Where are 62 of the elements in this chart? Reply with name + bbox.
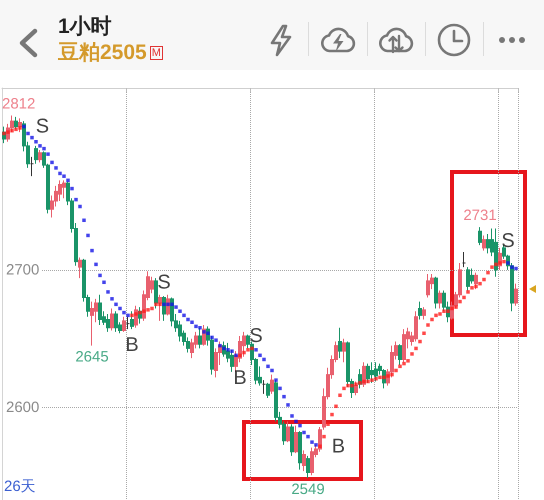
candlestick [114,310,118,332]
candlestick [370,362,374,384]
candlestick [298,430,302,470]
text: 2731 [463,207,497,224]
candlestick [262,380,266,394]
candlestick [78,256,82,279]
candlestick [266,382,270,399]
candlestick [366,363,370,384]
y-tick-label: 2600 [6,399,40,416]
candlestick [438,290,442,309]
candlestick [434,276,438,309]
data-label: S [501,230,515,252]
candlestick [478,226,482,246]
candlestick [418,301,422,320]
candlestick [198,327,202,349]
candlestick [310,447,314,476]
candlestick [98,294,102,326]
text: 2645 [75,348,109,366]
candlestick [302,450,306,472]
data-label: B [233,366,247,389]
candlestick [14,116,18,130]
candlestick [270,374,274,394]
text: 2812 [2,96,36,113]
candlestick [122,316,126,332]
candlestick [354,381,358,396]
candlestick [30,156,34,177]
candlestick [374,362,378,382]
candlestick [158,294,162,322]
candlestick [294,425,298,454]
candlestick [514,283,518,306]
candlestick [130,310,134,330]
candlestick [422,306,426,320]
text: 2549 [291,480,325,498]
candlestick [110,308,114,332]
candlestick [38,150,42,163]
data-label: S [249,325,263,348]
chart-subtitle: 豆粕2505 [58,40,147,66]
candlestick [338,327,342,359]
candlestick [290,424,294,456]
data-label: S [157,271,171,294]
candlestick [154,278,158,309]
data-label: B [125,334,139,356]
candlestick [414,310,418,342]
candlestick [34,145,38,164]
candlestick [494,228,498,278]
chart-title: 1小时 [58,14,112,40]
candlestick [106,313,110,332]
candlestick [306,455,310,478]
candlestick [90,301,94,346]
annotation: 26天 [4,478,36,496]
candlestick [286,420,290,443]
candlestick [18,118,22,133]
data-label: S [36,116,50,138]
candlestick [482,234,486,252]
data-label: B [332,435,346,458]
candlestick [426,274,430,298]
candlestick [462,251,466,268]
y-tick-label: 2700 [6,261,40,278]
text: M [150,46,163,60]
candlestick [474,272,478,290]
candlestick [62,180,66,199]
candlestick [342,338,346,363]
